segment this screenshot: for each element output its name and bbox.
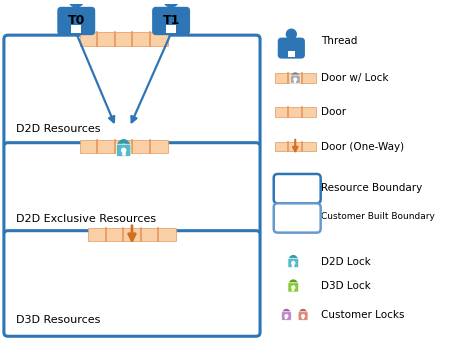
FancyBboxPatch shape bbox=[282, 312, 291, 320]
Text: D3D Lock: D3D Lock bbox=[321, 281, 370, 291]
Text: D2D Resources: D2D Resources bbox=[16, 124, 100, 134]
FancyBboxPatch shape bbox=[278, 38, 305, 58]
Text: D2D Lock: D2D Lock bbox=[321, 257, 370, 267]
Text: D2D Exclusive Resources: D2D Exclusive Resources bbox=[16, 214, 156, 224]
Text: T1: T1 bbox=[162, 14, 180, 27]
Circle shape bbox=[292, 286, 295, 289]
FancyBboxPatch shape bbox=[288, 52, 295, 57]
Text: Door (One-Way): Door (One-Way) bbox=[321, 142, 404, 152]
Text: D3D Resources: D3D Resources bbox=[16, 315, 100, 325]
FancyBboxPatch shape bbox=[117, 144, 131, 156]
FancyBboxPatch shape bbox=[152, 7, 190, 35]
Circle shape bbox=[302, 315, 304, 317]
FancyBboxPatch shape bbox=[275, 108, 316, 117]
Circle shape bbox=[122, 148, 126, 152]
Circle shape bbox=[163, 0, 179, 7]
FancyBboxPatch shape bbox=[71, 25, 82, 33]
Circle shape bbox=[292, 262, 295, 264]
FancyBboxPatch shape bbox=[80, 140, 168, 153]
Circle shape bbox=[285, 315, 288, 317]
FancyBboxPatch shape bbox=[290, 75, 300, 84]
FancyBboxPatch shape bbox=[288, 258, 299, 267]
FancyBboxPatch shape bbox=[274, 174, 321, 203]
FancyBboxPatch shape bbox=[4, 35, 260, 148]
Text: Thread: Thread bbox=[321, 36, 357, 46]
FancyBboxPatch shape bbox=[4, 143, 260, 236]
Circle shape bbox=[286, 29, 296, 39]
FancyBboxPatch shape bbox=[4, 231, 260, 336]
FancyBboxPatch shape bbox=[166, 25, 176, 33]
Text: T0: T0 bbox=[68, 14, 85, 27]
FancyBboxPatch shape bbox=[275, 142, 316, 152]
FancyBboxPatch shape bbox=[88, 228, 176, 242]
Text: Resource Boundary: Resource Boundary bbox=[321, 183, 422, 193]
Text: Customer Built Boundary: Customer Built Boundary bbox=[321, 212, 435, 221]
FancyBboxPatch shape bbox=[298, 312, 308, 320]
FancyBboxPatch shape bbox=[275, 73, 316, 83]
FancyBboxPatch shape bbox=[288, 283, 299, 292]
Circle shape bbox=[69, 0, 84, 7]
Text: Door: Door bbox=[321, 107, 346, 117]
FancyBboxPatch shape bbox=[57, 7, 95, 35]
FancyBboxPatch shape bbox=[274, 203, 321, 233]
Circle shape bbox=[294, 78, 296, 81]
Text: Door w/ Lock: Door w/ Lock bbox=[321, 73, 388, 83]
FancyBboxPatch shape bbox=[80, 32, 168, 46]
Text: Customer Locks: Customer Locks bbox=[321, 310, 404, 320]
